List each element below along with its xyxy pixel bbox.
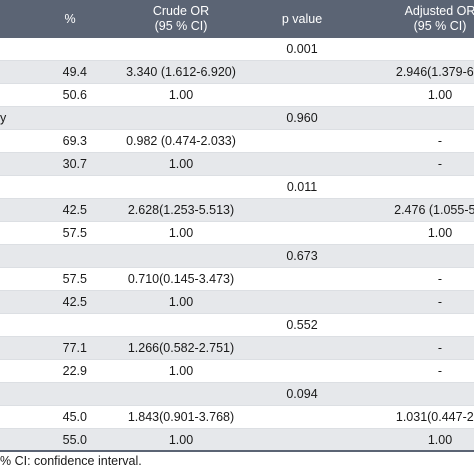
table-row: 49.4 3.340 (1.612-6.920) 2.946(1.379-6.2 bbox=[0, 61, 474, 84]
table-row: 50.6 1.00 1.00 bbox=[0, 84, 474, 107]
row-p-value: 0.001 bbox=[286, 42, 318, 56]
table-body: 0.001 49.4 3.340 (1.612-6.920) 2.946(1.379-… bbox=[0, 38, 474, 452]
table-row: 0.001 bbox=[0, 38, 474, 61]
row-crude-or: 1.00 bbox=[168, 88, 194, 102]
table-row: 0.011 bbox=[0, 176, 474, 199]
row-crude-or: 1.00 bbox=[168, 433, 194, 447]
row-percent: 77.1 bbox=[62, 341, 87, 355]
table-footnote: % CI: confidence interval. bbox=[0, 454, 142, 468]
header-adjusted-ci: (95 % CI) bbox=[413, 19, 467, 33]
row-crude-or: 1.00 bbox=[168, 157, 194, 171]
table-row: y 0.960 bbox=[0, 107, 474, 130]
table-row: 57.5 0.710(0.145-3.473) - bbox=[0, 268, 474, 291]
table-row: 0.552 bbox=[0, 314, 474, 337]
row-percent: 22.9 bbox=[62, 364, 87, 378]
row-percent: 45.0 bbox=[62, 410, 87, 424]
row-percent: 42.5 bbox=[62, 203, 87, 217]
row-crude-or: 1.00 bbox=[168, 364, 194, 378]
row-adjusted-or: - bbox=[437, 341, 443, 355]
row-p-value: 0.011 bbox=[286, 180, 318, 194]
table-row: 30.7 1.00 - bbox=[0, 153, 474, 176]
table-row: 42.5 1.00 - bbox=[0, 291, 474, 314]
table-row: 45.0 1.843(0.901-3.768) 1.031(0.447-2.3 bbox=[0, 406, 474, 429]
row-crude-or: 2.628(1.253-5.513) bbox=[127, 203, 235, 217]
table-row: 77.1 1.266(0.582-2.751) - bbox=[0, 337, 474, 360]
row-percent: 50.6 bbox=[62, 88, 87, 102]
row-percent: 57.5 bbox=[62, 226, 87, 240]
row-percent: 69.3 bbox=[62, 134, 87, 148]
row-adjusted-or: 1.031(0.447-2.3 bbox=[395, 410, 474, 424]
row-adjusted-or: 2.946(1.379-6.2 bbox=[395, 65, 474, 79]
row-adjusted-or: - bbox=[437, 157, 443, 171]
header-percent: % bbox=[64, 12, 76, 26]
table-row: 42.5 2.628(1.253-5.513) 2.476 (1.055-5.8 bbox=[0, 199, 474, 222]
row-crude-or: 1.00 bbox=[168, 226, 194, 240]
row-adjusted-or: - bbox=[437, 364, 443, 378]
table-row: 0.673 bbox=[0, 245, 474, 268]
row-percent: 42.5 bbox=[62, 295, 87, 309]
table-row: 69.3 0.982 (0.474-2.033) - bbox=[0, 130, 474, 153]
row-percent: 30.7 bbox=[62, 157, 87, 171]
header-crude-ci: (95 % CI) bbox=[154, 19, 208, 33]
header-p-value: p value bbox=[281, 12, 323, 26]
header-adjusted-or: Adjusted OR bbox=[404, 4, 474, 18]
row-p-value: 0.673 bbox=[286, 249, 318, 263]
row-adjusted-or: 2.476 (1.055-5.8 bbox=[394, 203, 474, 217]
row-label: y bbox=[0, 111, 7, 125]
row-p-value: 0.960 bbox=[286, 111, 318, 125]
row-crude-or: 1.843(0.901-3.768) bbox=[127, 410, 235, 424]
row-adjusted-or: - bbox=[437, 272, 443, 286]
row-p-value: 0.552 bbox=[286, 318, 318, 332]
row-adjusted-or: - bbox=[437, 134, 443, 148]
header-crude-or: Crude OR bbox=[152, 4, 210, 18]
table-row: 0.094 bbox=[0, 383, 474, 406]
row-percent: 57.5 bbox=[62, 272, 87, 286]
row-crude-or: 1.00 bbox=[168, 295, 194, 309]
row-p-value: 0.094 bbox=[286, 387, 318, 401]
row-crude-or: 0.982 (0.474-2.033) bbox=[126, 134, 236, 148]
table-header: % Crude OR (95 % CI) p value Adjusted OR… bbox=[0, 0, 474, 38]
row-crude-or: 1.266(0.582-2.751) bbox=[127, 341, 235, 355]
row-crude-or: 3.340 (1.612-6.920) bbox=[126, 65, 236, 79]
table-row: 55.0 1.00 1.00 bbox=[0, 429, 474, 452]
table-row: 22.9 1.00 - bbox=[0, 360, 474, 383]
row-adjusted-or: - bbox=[437, 295, 443, 309]
row-adjusted-or: 1.00 bbox=[427, 226, 453, 240]
row-crude-or: 0.710(0.145-3.473) bbox=[127, 272, 235, 286]
table-row: 57.5 1.00 1.00 bbox=[0, 222, 474, 245]
row-percent: 49.4 bbox=[62, 65, 87, 79]
row-percent: 55.0 bbox=[62, 433, 87, 447]
row-adjusted-or: 1.00 bbox=[427, 433, 453, 447]
row-adjusted-or: 1.00 bbox=[427, 88, 453, 102]
